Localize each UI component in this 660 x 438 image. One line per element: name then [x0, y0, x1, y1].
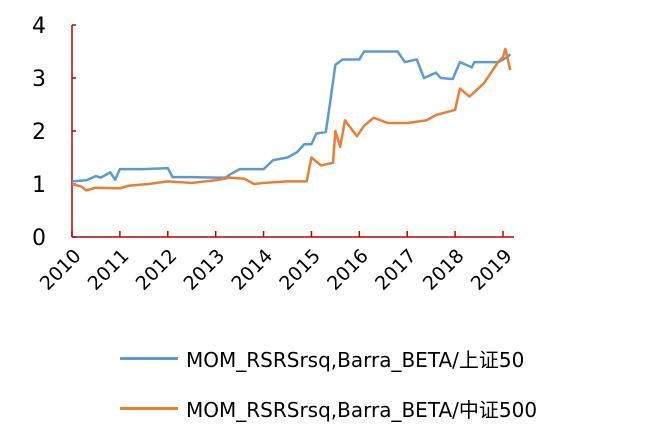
x-tick-label: 2016	[323, 245, 373, 295]
x-tick-label: 2011	[84, 245, 134, 295]
series-line-csi500	[71, 47, 512, 192]
legend-swatch-sse50	[120, 357, 178, 360]
x-tick-label: 2014	[227, 245, 277, 295]
series-line-sse50	[71, 50, 512, 183]
legend-label-sse50: MOM_RSRSrsq,Barra_BETA/上证50	[186, 348, 525, 372]
y-tick-label: 1	[32, 173, 46, 198]
x-tick-label: 2012	[132, 245, 182, 295]
legend-item-csi500: MOM_RSRSrsq,Barra_BETA/中证500	[120, 394, 537, 423]
x-tick-label: 2010	[36, 245, 86, 295]
x-tick-label: 2018	[419, 245, 469, 295]
y-tick-label: 0	[32, 226, 46, 251]
legend-label-csi500: MOM_RSRSrsq,Barra_BETA/中证500	[186, 398, 538, 422]
x-tick-label: 2015	[275, 245, 325, 295]
legend-swatch-csi500	[120, 407, 178, 410]
x-tick-label: 2013	[179, 245, 229, 295]
x-tick-label: 2017	[371, 245, 421, 295]
x-tick-label: 2019	[467, 245, 517, 295]
y-tick-label: 2	[32, 120, 46, 145]
legend-item-sse50: MOM_RSRSrsq,Barra_BETA/上证50	[120, 344, 524, 373]
y-tick-label: 3	[32, 67, 46, 92]
y-tick-label: 4	[32, 14, 46, 39]
